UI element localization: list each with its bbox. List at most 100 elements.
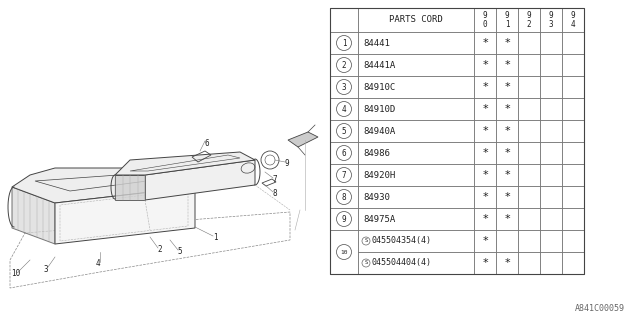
Text: 84940A: 84940A — [363, 126, 396, 135]
Text: 8: 8 — [342, 193, 346, 202]
Bar — [330, 120, 358, 142]
Polygon shape — [12, 168, 195, 203]
Text: *: * — [482, 104, 488, 114]
Bar — [518, 208, 540, 230]
Text: 1: 1 — [342, 38, 346, 47]
Bar — [496, 98, 518, 120]
Text: 10: 10 — [340, 250, 348, 254]
Bar — [330, 8, 584, 274]
Text: 84986: 84986 — [363, 148, 390, 157]
Bar — [496, 32, 518, 54]
Bar — [540, 76, 562, 98]
Bar — [540, 98, 562, 120]
Text: 2: 2 — [157, 245, 163, 254]
Text: 6: 6 — [342, 148, 346, 157]
Text: 84910D: 84910D — [363, 105, 396, 114]
Bar — [562, 8, 584, 32]
Bar — [496, 164, 518, 186]
Text: 10: 10 — [12, 269, 20, 278]
Bar — [474, 32, 496, 54]
Text: 84441A: 84441A — [363, 60, 396, 69]
Bar — [358, 54, 474, 76]
Text: 84910C: 84910C — [363, 83, 396, 92]
Text: 84441: 84441 — [363, 38, 390, 47]
Text: 84930: 84930 — [363, 193, 390, 202]
Text: 4: 4 — [342, 105, 346, 114]
Bar — [562, 164, 584, 186]
Bar — [540, 120, 562, 142]
Bar — [330, 54, 358, 76]
Bar — [518, 76, 540, 98]
Polygon shape — [12, 187, 55, 244]
Bar — [330, 8, 358, 32]
Bar — [518, 120, 540, 142]
Text: 9
0: 9 0 — [483, 11, 487, 29]
Bar — [562, 32, 584, 54]
Text: 5: 5 — [178, 247, 182, 257]
Text: 84920H: 84920H — [363, 171, 396, 180]
Bar — [540, 164, 562, 186]
Text: 7: 7 — [273, 175, 277, 185]
Bar — [496, 76, 518, 98]
Text: PARTS CORD: PARTS CORD — [389, 15, 443, 25]
Text: *: * — [504, 170, 510, 180]
Bar — [358, 98, 474, 120]
Text: *: * — [504, 126, 510, 136]
Bar — [330, 230, 358, 274]
Text: *: * — [482, 192, 488, 202]
Text: 9
3: 9 3 — [548, 11, 554, 29]
Bar — [496, 208, 518, 230]
Text: *: * — [482, 214, 488, 224]
Bar — [562, 98, 584, 120]
Bar — [518, 230, 540, 252]
Bar — [540, 32, 562, 54]
Polygon shape — [145, 160, 255, 200]
Text: 8: 8 — [273, 189, 277, 198]
Bar — [496, 54, 518, 76]
Bar — [358, 8, 474, 32]
Bar — [540, 142, 562, 164]
Text: 4: 4 — [96, 260, 100, 268]
Text: 7: 7 — [342, 171, 346, 180]
Bar — [330, 164, 358, 186]
Text: 045504354(4): 045504354(4) — [372, 236, 432, 245]
Bar — [330, 186, 358, 208]
Polygon shape — [115, 175, 145, 200]
Text: 1: 1 — [212, 234, 218, 243]
Bar — [474, 54, 496, 76]
Bar — [358, 32, 474, 54]
Text: *: * — [482, 82, 488, 92]
Text: *: * — [482, 60, 488, 70]
Bar — [540, 186, 562, 208]
Bar — [562, 76, 584, 98]
Bar — [562, 54, 584, 76]
Bar — [358, 142, 474, 164]
Text: *: * — [504, 258, 510, 268]
Bar — [330, 142, 358, 164]
Bar — [518, 186, 540, 208]
Bar — [330, 98, 358, 120]
Bar — [358, 120, 474, 142]
Polygon shape — [55, 187, 195, 244]
Text: *: * — [482, 258, 488, 268]
Bar — [562, 252, 584, 274]
Text: A841C00059: A841C00059 — [575, 304, 625, 313]
Bar — [540, 230, 562, 252]
Bar — [518, 252, 540, 274]
Bar — [358, 164, 474, 186]
Bar — [518, 54, 540, 76]
Bar — [330, 208, 358, 230]
Bar — [474, 164, 496, 186]
Bar — [540, 208, 562, 230]
Bar — [358, 186, 474, 208]
Text: *: * — [504, 192, 510, 202]
Bar — [496, 8, 518, 32]
Polygon shape — [288, 132, 318, 147]
Text: S: S — [364, 238, 367, 244]
Text: 6: 6 — [205, 139, 209, 148]
Text: *: * — [504, 104, 510, 114]
Bar — [330, 76, 358, 98]
Text: *: * — [482, 126, 488, 136]
Bar — [540, 8, 562, 32]
Bar — [518, 142, 540, 164]
